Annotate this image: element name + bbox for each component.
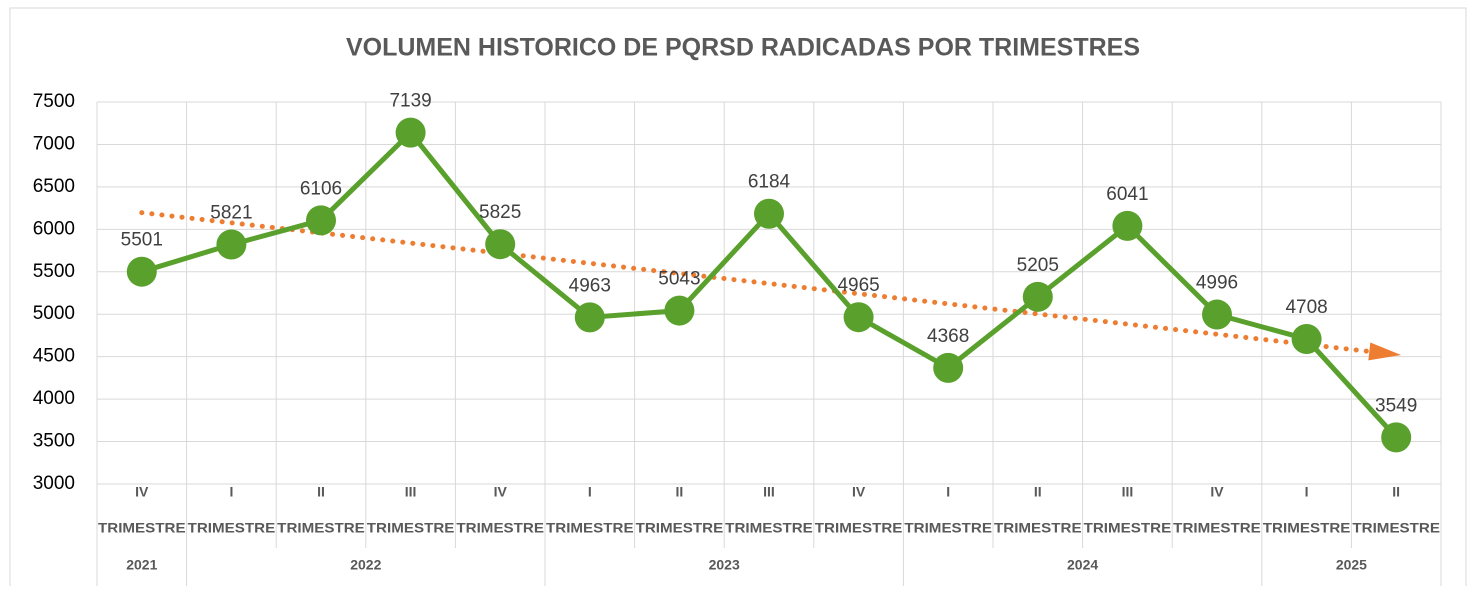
x-tick-suffix: TRIMESTRE — [994, 520, 1082, 536]
data-point — [664, 295, 695, 326]
x-tick-suffix: TRIMESTRE — [636, 520, 724, 536]
data-point — [216, 229, 247, 260]
data-point — [306, 205, 336, 236]
x-tick-suffix: TRIMESTRE — [904, 520, 992, 536]
x-tick-suffix: TRIMESTRE — [188, 520, 276, 536]
data-point — [843, 302, 874, 333]
x-tick-suffix: TRIMESTRE — [815, 520, 903, 536]
x-tick-suffix: TRIMESTRE — [1084, 520, 1172, 536]
group-label: 2022 — [350, 557, 381, 573]
x-tick-label: II — [317, 484, 325, 500]
x-tick-label: III — [405, 484, 417, 500]
y-tick-label: 7500 — [33, 91, 75, 112]
data-point — [1291, 324, 1322, 355]
group-label: 2024 — [1067, 557, 1098, 573]
x-tick-label: IV — [135, 484, 149, 500]
x-tick-label: IV — [494, 484, 508, 500]
x-tick-label: I — [1305, 484, 1309, 500]
data-point — [933, 352, 964, 383]
data-label: 5205 — [1017, 255, 1059, 276]
data-label: 4965 — [837, 275, 879, 296]
x-tick-suffix: TRIMESTRE — [1263, 520, 1351, 536]
trendline — [139, 210, 1372, 354]
x-tick-label: IV — [1210, 484, 1224, 500]
x-tick-suffix: TRIMESTRE — [277, 520, 365, 536]
x-tick-suffix: TRIMESTRE — [546, 520, 634, 536]
group-label: 2025 — [1336, 557, 1367, 573]
trend-arrow — [1368, 342, 1402, 361]
y-tick-label: 5000 — [33, 303, 75, 324]
data-point — [754, 198, 784, 229]
x-tick-label: I — [229, 484, 233, 500]
y-tick-label: 3000 — [33, 473, 75, 494]
x-tick-label: III — [1122, 484, 1134, 500]
y-tick-label: 5500 — [33, 261, 75, 282]
data-point — [1381, 422, 1412, 453]
chart-frame — [9, 7, 1467, 591]
chart-title: VOLUMEN HISTORICO DE PQRSD RADICADAS POR… — [346, 34, 1140, 62]
data-label: 5825 — [479, 202, 521, 223]
group-label: 2021 — [126, 557, 157, 573]
x-tick-label: II — [1392, 484, 1400, 500]
data-point — [126, 256, 157, 287]
data-point — [395, 117, 426, 148]
x-tick-suffix: TRIMESTRE — [367, 520, 455, 536]
data-label: 6041 — [1106, 184, 1148, 205]
x-tick-label: III — [763, 484, 775, 500]
data-point — [1022, 281, 1053, 312]
data-label: 4368 — [927, 326, 969, 347]
data-label: 4996 — [1196, 273, 1238, 294]
x-tick-label: I — [588, 484, 592, 500]
data-label: 5821 — [210, 203, 252, 224]
data-label: 4963 — [569, 275, 611, 296]
y-tick-label: 7000 — [33, 133, 75, 154]
y-tick-label: 3500 — [33, 431, 75, 452]
y-tick-label: 4000 — [33, 388, 75, 409]
data-label: 5501 — [121, 230, 163, 251]
x-tick-suffix: TRIMESTRE — [98, 520, 186, 536]
x-tick-suffix: TRIMESTRE — [725, 520, 813, 536]
x-tick-suffix: TRIMESTRE — [456, 520, 544, 536]
data-point — [1112, 210, 1143, 241]
x-tick-suffix: TRIMESTRE — [1352, 520, 1440, 536]
x-tick-label: II — [676, 484, 684, 500]
x-tick-label: I — [946, 484, 950, 500]
data-label: 3549 — [1375, 395, 1417, 416]
x-tick-label: IV — [852, 484, 866, 500]
data-label: 5043 — [658, 269, 700, 290]
data-point — [574, 302, 605, 333]
data-point — [1202, 299, 1232, 330]
data-point — [485, 229, 516, 260]
data-label: 7139 — [389, 91, 431, 112]
y-tick-label: 4500 — [33, 346, 75, 367]
group-label: 2023 — [709, 557, 740, 573]
y-tick-label: 6500 — [33, 176, 75, 197]
x-tick-suffix: TRIMESTRE — [1173, 520, 1261, 536]
x-tick-label: II — [1034, 484, 1042, 500]
data-label: 6106 — [300, 178, 342, 199]
y-tick-label: 6000 — [33, 218, 75, 239]
data-label: 6184 — [748, 172, 791, 193]
data-label: 4708 — [1285, 297, 1327, 318]
